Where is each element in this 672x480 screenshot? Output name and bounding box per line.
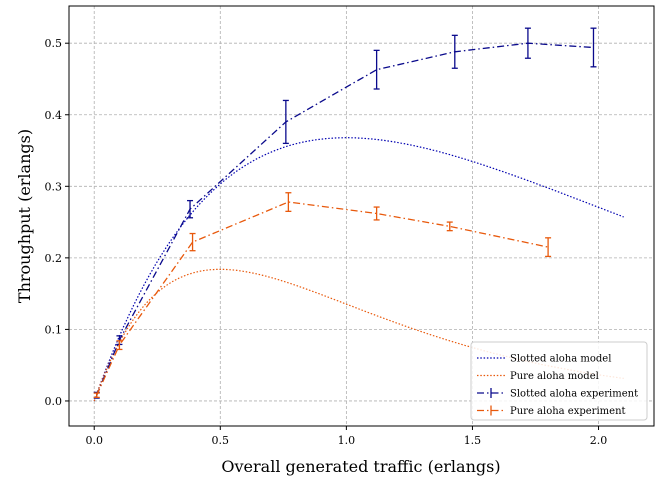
x-tick-label: 1.5 (464, 434, 482, 447)
legend-box (470, 341, 648, 421)
y-tick-label: 0.4 (45, 109, 63, 122)
slotted-experiment-line (96, 42, 594, 396)
x-tick-label: 0.0 (85, 434, 103, 447)
y-tick-label: 0.1 (45, 323, 63, 336)
y-tick-label: 0.5 (45, 37, 63, 50)
x-tick-label: 0.5 (212, 434, 230, 447)
y-tick-label: 0.2 (45, 252, 63, 265)
grid-lines (69, 6, 654, 426)
x-tick-label: 1.0 (338, 434, 356, 447)
axis-ticks: 0.0 0.5 1.0 1.5 2.0 0.0 0.1 0.2 0.3 0.4 0.5 (45, 37, 608, 447)
legend-slotted-model-label: Slotted aloha model (510, 354, 611, 365)
legend-pure-experiment-label: Pure aloha experiment (510, 406, 626, 417)
x-axis-label: Overall generated traffic (erlangs) (221, 457, 500, 476)
legend: Slotted aloha model Pure aloha model Slott… (470, 341, 648, 421)
y-tick-label: 0.3 (45, 180, 63, 193)
x-tick-label: 2.0 (590, 434, 608, 447)
plot-frame (68, 5, 655, 427)
y-axis-label: Throughput (erlangs) (15, 129, 34, 303)
y-tick-label: 0.0 (45, 395, 63, 408)
legend-pure-model-label: Pure aloha model (510, 371, 599, 382)
legend-slotted-experiment-label: Slotted aloha experiment (510, 389, 638, 400)
